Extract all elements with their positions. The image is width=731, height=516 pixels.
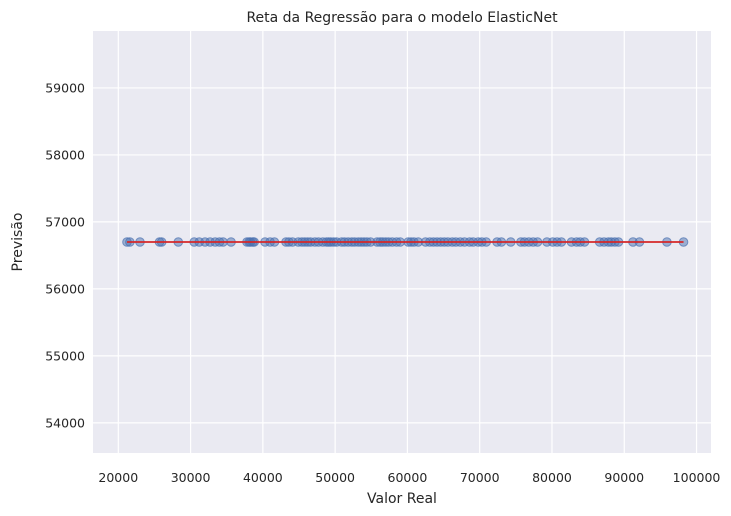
grid-lines — [93, 31, 711, 453]
x-tick-label: 90000 — [604, 470, 644, 485]
x-tick-label: 40000 — [243, 470, 283, 485]
y-tick-label: 57000 — [45, 214, 85, 229]
y-tick-labels: 54000 55000 56000 57000 58000 59000 — [45, 80, 85, 430]
y-tick-label: 54000 — [45, 415, 85, 430]
y-tick-label: 58000 — [45, 147, 85, 162]
x-tick-label: 30000 — [171, 470, 211, 485]
x-tick-label: 80000 — [532, 470, 572, 485]
y-axis-label: Previsão — [10, 213, 26, 272]
y-tick-label: 59000 — [45, 80, 85, 95]
x-tick-label: 70000 — [460, 470, 500, 485]
x-tick-label: 20000 — [98, 470, 138, 485]
x-tick-label: 60000 — [388, 470, 428, 485]
x-axis-label: Valor Real — [367, 491, 437, 507]
y-tick-label: 56000 — [45, 281, 85, 296]
y-tick-label: 55000 — [45, 348, 85, 363]
x-tick-label: 100000 — [673, 470, 721, 485]
x-tick-label: 50000 — [315, 470, 355, 485]
chart-title: Reta da Regressão para o modelo ElasticN… — [246, 10, 558, 26]
x-tick-labels: 20000 30000 40000 50000 60000 70000 80000 90000… — [98, 470, 720, 485]
